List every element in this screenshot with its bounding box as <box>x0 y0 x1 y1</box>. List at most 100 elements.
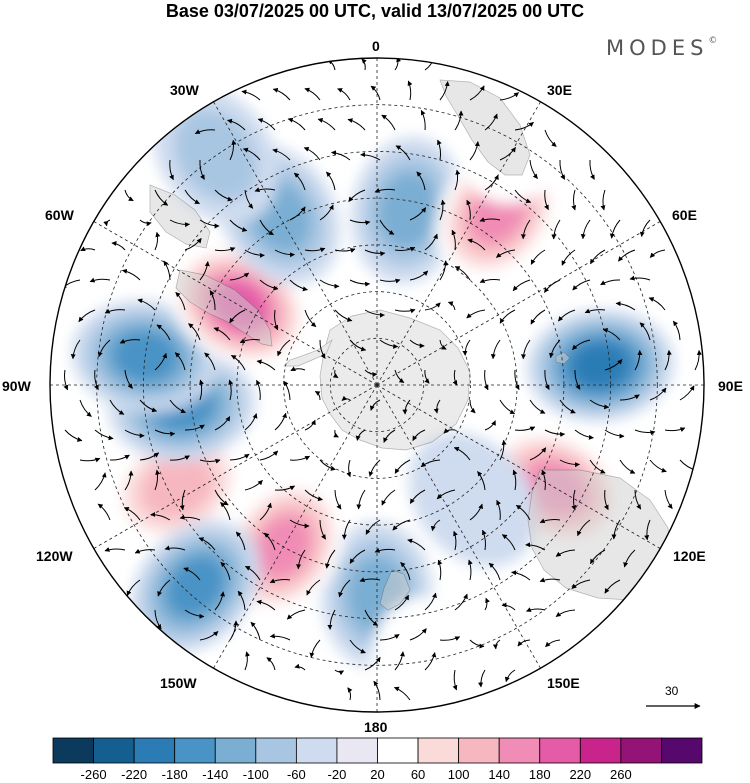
wind-arrow <box>309 639 321 658</box>
wind-arrow <box>394 246 416 252</box>
wind-arrow <box>600 189 606 211</box>
wind-arrow <box>451 229 457 251</box>
wind-arrow <box>244 565 261 581</box>
wind-arrow <box>511 570 531 581</box>
wind-arrow <box>179 514 201 521</box>
wind-arrow <box>184 238 202 251</box>
wind-arrow <box>220 561 231 581</box>
wind-arrow <box>479 278 501 283</box>
wind-arrow <box>272 87 291 101</box>
wind-arrow <box>424 592 437 611</box>
wind-arrow <box>514 426 536 432</box>
wind-arrow <box>241 89 261 101</box>
wind-arrow <box>277 339 291 357</box>
wind-arrow <box>184 424 205 431</box>
wind-arrow <box>648 297 666 311</box>
wind-arrow <box>602 328 621 341</box>
wind-arrow <box>334 309 353 322</box>
wind-arrow <box>409 207 427 221</box>
colorbar-tick-label: -220 <box>121 767 148 782</box>
wind-arrow <box>571 579 591 589</box>
wind-arrow <box>672 320 681 341</box>
wind-arrow <box>104 547 126 552</box>
wind-arrow <box>629 275 651 281</box>
wind-arrow <box>341 395 351 401</box>
wind-arrow <box>349 339 367 352</box>
wind-arrow <box>163 260 171 281</box>
wind-arrow <box>259 219 274 236</box>
wind-arrow <box>229 139 237 161</box>
wind-arrow <box>356 489 366 510</box>
colorbar-swatch <box>52 737 94 764</box>
label-lon-0: 0 <box>372 38 380 54</box>
wind-arrow <box>331 150 351 161</box>
wind-arrow <box>420 459 441 468</box>
wind-arrow <box>359 577 381 582</box>
wind-arrow <box>360 152 381 161</box>
south-america-land <box>149 184 273 347</box>
wind-arrow <box>580 219 591 240</box>
wind-arrow <box>97 339 111 358</box>
wind-arrow <box>349 279 371 287</box>
wind-arrow <box>515 504 531 521</box>
wind-arrow <box>394 594 409 611</box>
wind-arrow <box>348 189 366 202</box>
wind-arrow <box>179 489 186 511</box>
wind-arrow <box>572 339 591 350</box>
wind-arrow <box>499 92 519 101</box>
colorbar-tick-label: -100 <box>242 767 269 782</box>
wind-arrow <box>154 189 169 206</box>
colorbar-swatch <box>539 737 581 764</box>
wind-arrow <box>199 159 205 180</box>
wind-arrow <box>304 489 323 502</box>
wind-arrow <box>296 549 306 570</box>
colorbar-swatch <box>661 737 703 764</box>
colorbar-swatch <box>133 737 176 764</box>
wind-arrow <box>374 187 396 193</box>
wind-arrow <box>571 489 577 511</box>
wind-vectors <box>61 58 702 701</box>
wind-arrow <box>199 458 221 464</box>
wind-arrow <box>324 549 336 569</box>
wind-arrow <box>634 350 643 371</box>
wind-arrow <box>514 189 532 204</box>
wind-arrow <box>164 545 186 551</box>
wind-arrow <box>364 249 386 257</box>
wind-arrow <box>576 519 591 537</box>
reference-vector-label: 30 <box>665 684 679 698</box>
wind-arrow <box>394 308 416 314</box>
wind-arrow <box>664 349 672 371</box>
wind-arrow <box>334 669 345 676</box>
wind-arrow <box>229 309 246 324</box>
wind-arrow <box>214 489 229 506</box>
wind-arrow <box>184 609 205 619</box>
wind-arrow <box>111 240 126 251</box>
wind-arrow <box>134 548 156 554</box>
wind-arrow <box>454 593 468 611</box>
wind-arrow <box>154 231 161 251</box>
wind-arrow <box>294 663 306 671</box>
wind-arrow <box>379 278 401 284</box>
wind-arrow <box>272 148 291 161</box>
wind-arrow <box>214 189 233 202</box>
wind-arrow <box>337 88 351 101</box>
wind-arrow <box>306 579 321 596</box>
meridian-line <box>93 384 378 549</box>
wind-arrow <box>467 238 486 251</box>
meridian-line <box>376 384 541 669</box>
wind-arrow <box>539 518 561 524</box>
wind-arrow <box>619 459 636 474</box>
wind-arrow <box>649 249 666 258</box>
wind-arrow <box>574 369 581 390</box>
wind-arrow <box>412 429 426 442</box>
colorbar-swatch <box>255 737 297 764</box>
colorbar-tick-label: 220 <box>569 767 592 782</box>
wind-arrow <box>293 172 306 191</box>
wind-arrow <box>439 260 449 281</box>
wind-arrow <box>334 489 342 510</box>
wind-arrow <box>453 446 471 461</box>
wind-arrow <box>126 579 141 596</box>
wind-arrow <box>512 279 531 292</box>
wind-arrow <box>326 171 336 191</box>
wind-arrow <box>244 651 251 671</box>
